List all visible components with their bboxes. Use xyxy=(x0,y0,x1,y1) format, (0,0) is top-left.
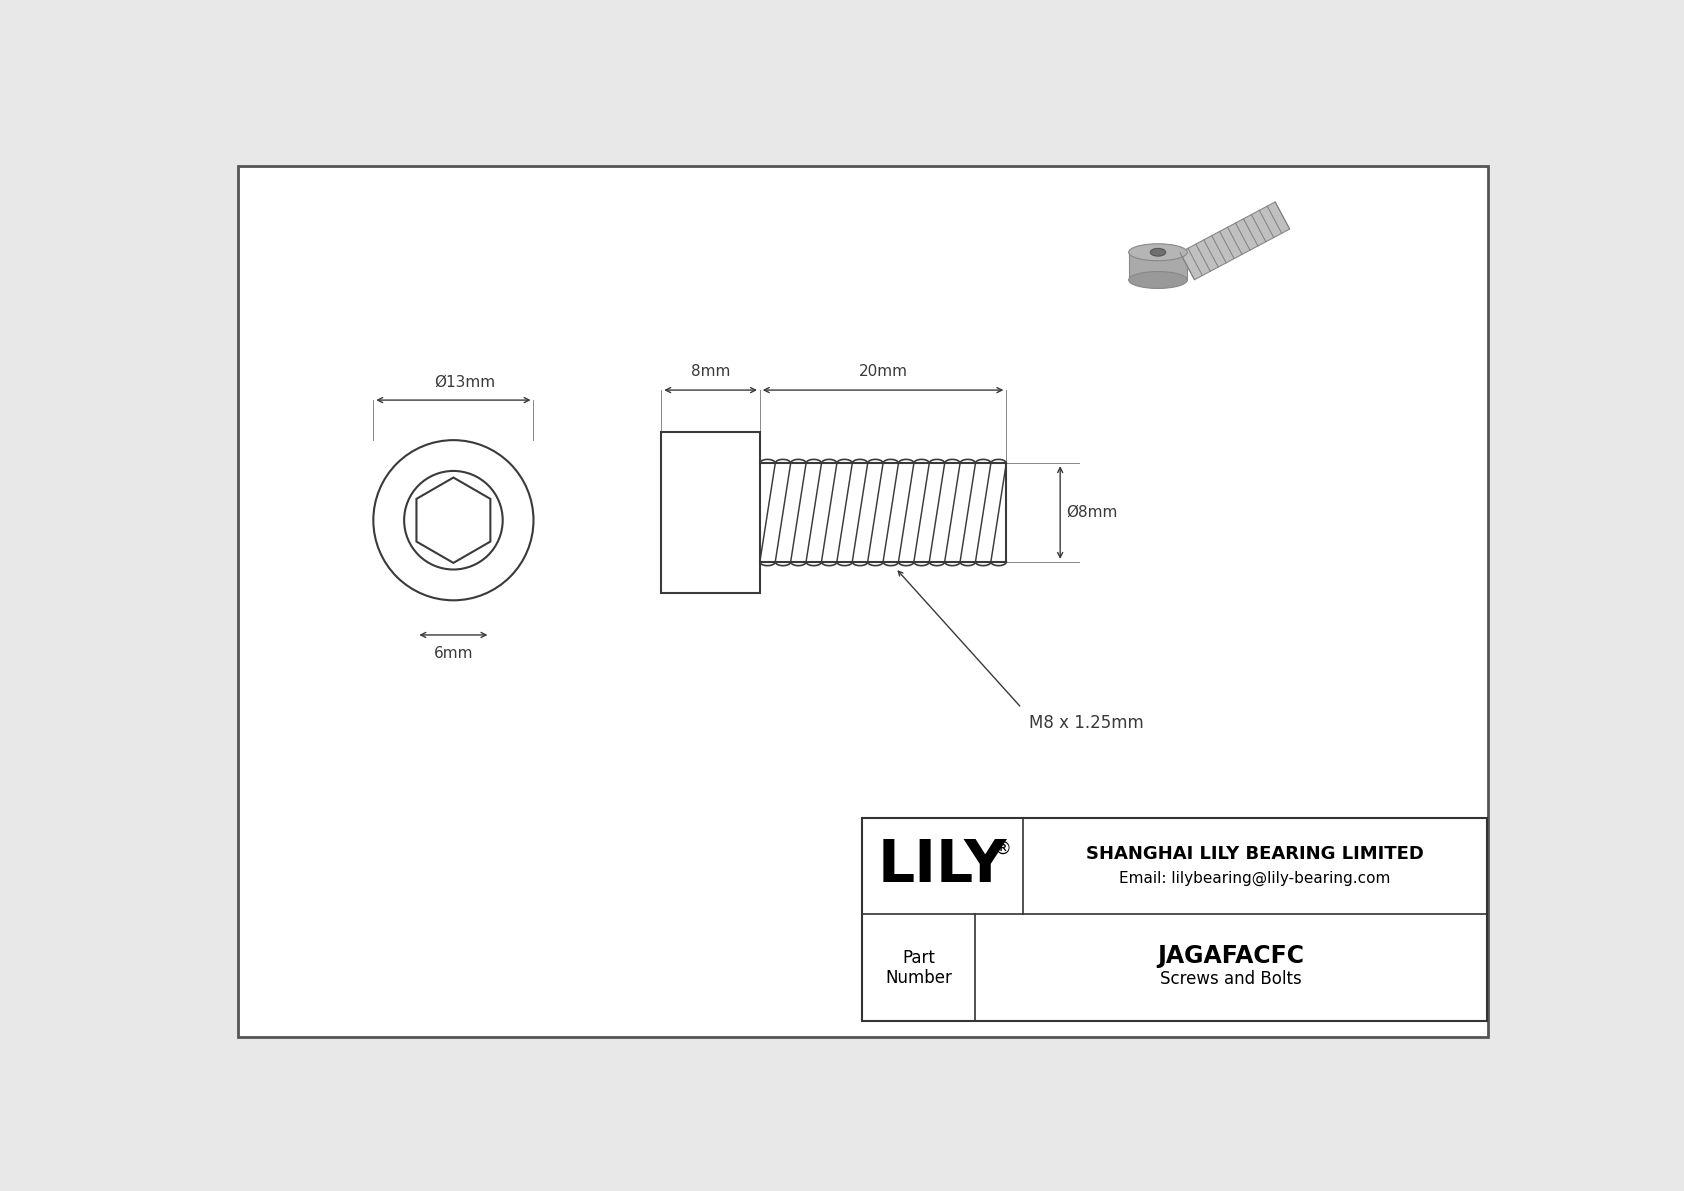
Text: Ø13mm: Ø13mm xyxy=(434,374,495,389)
Bar xyxy=(862,818,1487,1022)
Text: SHANGHAI LILY BEARING LIMITED: SHANGHAI LILY BEARING LIMITED xyxy=(1086,844,1425,862)
FancyBboxPatch shape xyxy=(1128,252,1187,280)
Circle shape xyxy=(404,470,504,569)
Text: LILY: LILY xyxy=(877,837,1007,894)
Text: JAGAFACFC: JAGAFACFC xyxy=(1157,944,1305,968)
Text: Ø8mm: Ø8mm xyxy=(1066,505,1118,520)
Ellipse shape xyxy=(1150,249,1165,256)
Ellipse shape xyxy=(1128,272,1187,288)
Text: ®: ® xyxy=(994,840,1012,858)
Text: Screws and Bolts: Screws and Bolts xyxy=(1160,971,1302,989)
Circle shape xyxy=(374,441,534,600)
Text: Part: Part xyxy=(903,948,935,967)
Text: M8 x 1.25mm: M8 x 1.25mm xyxy=(1029,715,1143,732)
Polygon shape xyxy=(1180,202,1290,280)
Text: Number: Number xyxy=(886,968,951,986)
Text: 6mm: 6mm xyxy=(434,646,473,661)
Text: 8mm: 8mm xyxy=(690,364,731,379)
Ellipse shape xyxy=(1128,244,1187,261)
Bar xyxy=(662,432,759,593)
Text: 20mm: 20mm xyxy=(859,364,908,379)
Polygon shape xyxy=(416,478,490,563)
Text: Email: lilybearing@lily-bearing.com: Email: lilybearing@lily-bearing.com xyxy=(1120,871,1391,886)
